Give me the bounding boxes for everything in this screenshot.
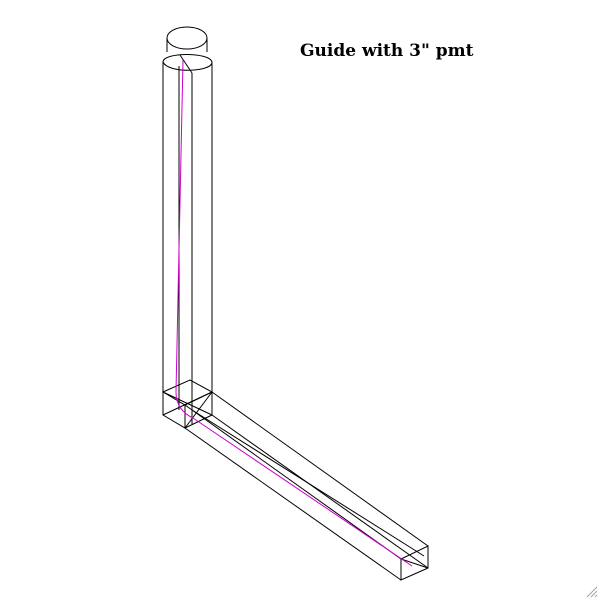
resize-grip-icon[interactable]	[586, 586, 598, 598]
guide-light-path	[175, 59, 413, 567]
column-top-diagonal	[179, 54, 193, 74]
arm-edge-back	[211, 414, 429, 569]
elbow-outline	[162, 392, 213, 429]
arm-center-line	[191, 409, 425, 557]
elbow-diagonal-b	[184, 391, 213, 429]
arm-edge-upper	[184, 404, 402, 560]
elbow-diagonal-c	[162, 391, 213, 416]
arm-edge-bottom	[184, 427, 402, 581]
arm-edge-top	[211, 391, 429, 547]
diagram-title: Guide with 3" pmt	[300, 41, 474, 61]
column-top-face	[162, 54, 213, 71]
arm-end-diagonal	[400, 558, 429, 569]
top-cap-ellipse	[166, 26, 208, 50]
